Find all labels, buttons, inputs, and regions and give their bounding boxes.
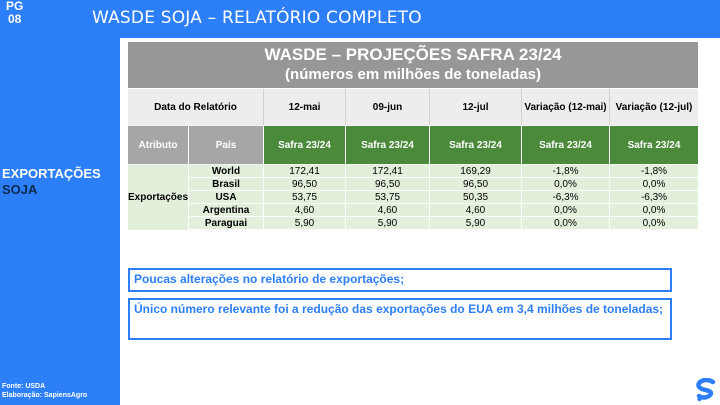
top-bar: PG 08 WASDE SOJA – RELATÓRIO COMPLETO bbox=[0, 0, 720, 38]
page-number: 08 bbox=[7, 12, 22, 26]
attribute-cell: Exportações bbox=[128, 165, 189, 230]
source-note: Fonte: USDA Elaboração: SapiensAgro bbox=[2, 382, 87, 400]
table-title: WASDE – PROJEÇÕES SAFRA 23/24 bbox=[264, 45, 562, 64]
table-header: WASDE – PROJEÇÕES SAFRA 23/24 (números e… bbox=[128, 42, 698, 89]
section-subtitle: SOJA bbox=[2, 182, 38, 197]
table-cell: 0,0% bbox=[522, 178, 610, 191]
table-cell: 96,50 bbox=[430, 178, 522, 191]
source-line: Fonte: USDA bbox=[2, 383, 46, 390]
table-cell: 4,60 bbox=[346, 204, 430, 217]
table-cell: 5,90 bbox=[346, 217, 430, 230]
table-cell: 5,90 bbox=[430, 217, 522, 230]
crop-col-3: Safra 23/24 bbox=[430, 126, 522, 164]
table-cell: 53,75 bbox=[264, 191, 346, 204]
table-row-country: Argentina bbox=[189, 204, 264, 217]
brand-s-icon bbox=[696, 378, 716, 402]
table-cell: 0,0% bbox=[610, 178, 698, 191]
page-indicator: PG 08 bbox=[6, 0, 23, 26]
table-cell: 0,0% bbox=[522, 217, 610, 230]
table-subtitle: (números em milhões de toneladas) bbox=[285, 66, 541, 83]
table-cell: 0,0% bbox=[522, 204, 610, 217]
table-cell: 0,0% bbox=[610, 204, 698, 217]
crop-col-1: Safra 23/24 bbox=[264, 126, 346, 164]
table-cell: 96,50 bbox=[346, 178, 430, 191]
date-col-5: Variação (12-jul) bbox=[610, 89, 698, 125]
report-date-label: Data do Relatório bbox=[128, 89, 264, 125]
table-cell: 172,41 bbox=[264, 165, 346, 178]
date-col-1: 12-mai bbox=[264, 89, 346, 125]
page-title: WASDE SOJA – RELATÓRIO COMPLETO bbox=[92, 8, 422, 28]
credit-line: Elaboração: SapiensAgro bbox=[2, 392, 88, 399]
sidebar bbox=[0, 38, 120, 405]
table-cell: -6,3% bbox=[610, 191, 698, 204]
date-col-2: 09-jun bbox=[346, 89, 430, 125]
table-cell: 4,60 bbox=[264, 204, 346, 217]
wasde-table: WASDE – PROJEÇÕES SAFRA 23/24 (números e… bbox=[128, 42, 698, 230]
table-cell: 169,29 bbox=[430, 165, 522, 178]
attribute-header: Atributo bbox=[128, 126, 189, 164]
table-cell: -1,8% bbox=[522, 165, 610, 178]
crop-col-5: Safra 23/24 bbox=[610, 126, 698, 164]
table-cell: 172,41 bbox=[346, 165, 430, 178]
table-cell: 4,60 bbox=[430, 204, 522, 217]
table-row-country: Brasil bbox=[189, 178, 264, 191]
note-box: Único número relevante foi a redução das… bbox=[128, 298, 672, 340]
table-cell: 96,50 bbox=[264, 178, 346, 191]
crop-col-2: Safra 23/24 bbox=[346, 126, 430, 164]
table-cell: 0,0% bbox=[610, 217, 698, 230]
date-col-4: Variação (12-mai) bbox=[522, 89, 610, 125]
table-row-country: Paraguai bbox=[189, 217, 264, 230]
table-cell: 5,90 bbox=[264, 217, 346, 230]
table-cell: 50,35 bbox=[430, 191, 522, 204]
section-title: EXPORTAÇÕES bbox=[2, 166, 101, 181]
country-header: País bbox=[189, 126, 264, 164]
table-row-country: USA bbox=[189, 191, 264, 204]
note-box: Poucas alterações no relatório de export… bbox=[128, 268, 672, 292]
table-row-country: World bbox=[189, 165, 264, 178]
crop-col-4: Safra 23/24 bbox=[522, 126, 610, 164]
table-cell: 53,75 bbox=[346, 191, 430, 204]
date-col-3: 12-jul bbox=[430, 89, 522, 125]
table-cell: -1,8% bbox=[610, 165, 698, 178]
table-cell: -6,3% bbox=[522, 191, 610, 204]
page-label: PG bbox=[6, 0, 24, 13]
